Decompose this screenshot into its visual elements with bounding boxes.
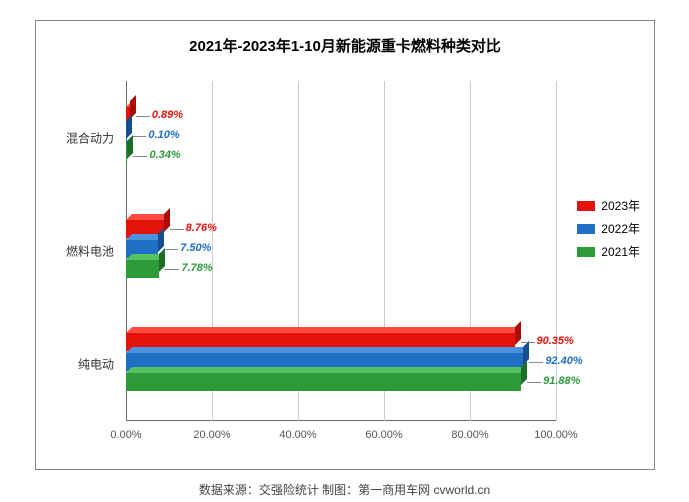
plot-area: 2021年-2023年1-10月新能源重卡燃料种类对比 0.00%20.00%4… xyxy=(35,20,655,470)
value-label: 0.89% xyxy=(152,109,183,121)
chart-title: 2021年-2023年1-10月新能源重卡燃料种类对比 xyxy=(36,35,654,56)
legend-label: 2023年 xyxy=(601,197,640,214)
bar xyxy=(126,147,127,165)
x-tick-label: 20.00% xyxy=(193,429,230,441)
legend-label: 2022年 xyxy=(601,220,640,237)
leader-line xyxy=(133,156,147,157)
value-label: 0.34% xyxy=(149,149,180,161)
leader-line xyxy=(165,269,179,270)
x-tick-label: 100.00% xyxy=(534,429,577,441)
value-label: 7.78% xyxy=(181,262,212,274)
x-tick-label: 80.00% xyxy=(451,429,488,441)
x-axis xyxy=(126,420,556,421)
legend-label: 2021年 xyxy=(601,243,640,260)
legend-swatch xyxy=(577,201,595,211)
bar xyxy=(126,373,521,391)
x-tick-label: 0.00% xyxy=(110,429,141,441)
value-label: 7.50% xyxy=(180,242,211,254)
x-tick-label: 60.00% xyxy=(365,429,402,441)
legend-swatch xyxy=(577,224,595,234)
chart-canvas: 0.00%20.00%40.00%60.00%80.00%100.00%纯电动9… xyxy=(126,81,556,421)
value-label: 91.88% xyxy=(543,375,580,387)
leader-line xyxy=(136,116,150,117)
category-label: 混合动力 xyxy=(66,129,126,146)
legend-item: 2021年 xyxy=(577,243,640,260)
legend-item: 2022年 xyxy=(577,220,640,237)
category-label: 纯电动 xyxy=(78,356,126,373)
category-label: 燃料电池 xyxy=(66,243,126,260)
bar xyxy=(126,260,159,278)
value-label: 0.10% xyxy=(148,129,179,141)
x-tick-label: 40.00% xyxy=(279,429,316,441)
leader-line xyxy=(164,249,178,250)
chart-frame: 2021年-2023年1-10月新能源重卡燃料种类对比 0.00%20.00%4… xyxy=(0,0,689,502)
leader-line xyxy=(132,136,146,137)
legend: 2023年 2022年 2021年 xyxy=(577,191,640,266)
grid-line xyxy=(556,81,557,421)
value-label: 90.35% xyxy=(537,335,574,347)
leader-line xyxy=(529,362,543,363)
leader-line xyxy=(527,382,541,383)
value-label: 92.40% xyxy=(545,355,582,367)
value-label: 8.76% xyxy=(186,222,217,234)
legend-item: 2023年 xyxy=(577,197,640,214)
chart-footer: 数据来源：交强险统计 制图：第一商用车网 cvworld.cn xyxy=(0,481,689,498)
leader-line xyxy=(170,229,184,230)
legend-swatch xyxy=(577,247,595,257)
